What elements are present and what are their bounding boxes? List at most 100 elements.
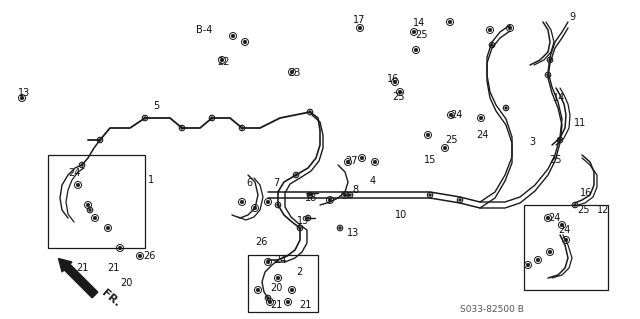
Bar — [248, 255, 318, 312]
Circle shape — [276, 276, 280, 280]
Text: 11: 11 — [574, 118, 586, 128]
Text: 24: 24 — [558, 225, 570, 235]
Text: 25: 25 — [415, 30, 428, 40]
Text: 3: 3 — [529, 137, 535, 147]
Text: 4: 4 — [370, 176, 376, 186]
Circle shape — [268, 300, 272, 304]
Circle shape — [339, 227, 341, 229]
Text: 24: 24 — [274, 255, 286, 265]
Circle shape — [86, 203, 90, 207]
Circle shape — [308, 111, 311, 113]
Circle shape — [398, 90, 402, 94]
Circle shape — [291, 70, 294, 74]
Circle shape — [426, 133, 429, 137]
Circle shape — [412, 30, 416, 34]
Circle shape — [211, 117, 213, 119]
Circle shape — [76, 183, 80, 187]
Circle shape — [256, 288, 260, 292]
Text: 23: 23 — [288, 68, 300, 78]
Circle shape — [564, 238, 568, 242]
Text: 22: 22 — [217, 57, 230, 67]
Circle shape — [491, 44, 493, 46]
Bar — [524, 205, 608, 290]
Circle shape — [89, 209, 92, 211]
Text: 25: 25 — [577, 205, 589, 215]
Text: 27: 27 — [345, 156, 358, 166]
Text: 16: 16 — [387, 74, 399, 84]
Text: 15: 15 — [424, 155, 436, 165]
Circle shape — [299, 227, 301, 229]
Text: 24: 24 — [68, 168, 81, 178]
Text: 12: 12 — [597, 205, 609, 215]
Circle shape — [295, 174, 297, 176]
Text: 5: 5 — [153, 101, 159, 111]
Circle shape — [449, 113, 452, 117]
Circle shape — [118, 246, 122, 250]
Text: 9: 9 — [569, 12, 575, 22]
Circle shape — [349, 194, 351, 196]
Circle shape — [99, 139, 101, 141]
Circle shape — [220, 58, 224, 62]
Circle shape — [505, 107, 508, 109]
Circle shape — [414, 48, 418, 52]
Text: 24: 24 — [476, 130, 488, 140]
Text: 21: 21 — [270, 300, 282, 310]
Circle shape — [276, 204, 279, 206]
Circle shape — [267, 297, 269, 299]
Circle shape — [307, 217, 309, 219]
Circle shape — [346, 160, 349, 164]
Circle shape — [573, 204, 576, 206]
Text: 17: 17 — [353, 15, 365, 25]
Text: 7: 7 — [273, 178, 279, 188]
Text: 2: 2 — [296, 267, 302, 277]
Text: 21: 21 — [107, 263, 120, 273]
Text: 14: 14 — [553, 93, 565, 103]
Text: 25: 25 — [392, 92, 404, 102]
Circle shape — [373, 160, 377, 164]
Circle shape — [20, 96, 24, 100]
Text: 26: 26 — [255, 237, 268, 247]
Text: 19: 19 — [297, 216, 309, 226]
Text: 8: 8 — [352, 185, 358, 195]
Circle shape — [243, 40, 247, 44]
Circle shape — [444, 146, 447, 150]
Text: 21: 21 — [76, 263, 88, 273]
Circle shape — [241, 127, 243, 129]
Text: 14: 14 — [413, 18, 425, 28]
Text: 16: 16 — [580, 188, 592, 198]
Text: S033-82500 B: S033-82500 B — [460, 305, 524, 314]
Circle shape — [93, 216, 97, 220]
Circle shape — [548, 59, 551, 61]
Text: 25: 25 — [549, 155, 561, 165]
Bar — [48, 155, 145, 248]
Text: B-4: B-4 — [196, 25, 212, 35]
Text: 18: 18 — [305, 193, 317, 203]
Text: 20: 20 — [120, 278, 132, 288]
Circle shape — [393, 80, 397, 84]
Circle shape — [536, 258, 540, 262]
Circle shape — [253, 206, 257, 210]
Text: 21: 21 — [299, 300, 312, 310]
Text: 13: 13 — [347, 228, 359, 238]
Circle shape — [548, 250, 552, 254]
Circle shape — [508, 26, 512, 30]
Text: 25: 25 — [445, 135, 458, 145]
Circle shape — [526, 263, 530, 267]
Text: 10: 10 — [395, 210, 407, 220]
Text: FR.: FR. — [100, 288, 122, 309]
Text: 6: 6 — [246, 178, 252, 188]
Text: 24: 24 — [450, 110, 462, 120]
Circle shape — [138, 254, 141, 258]
Circle shape — [560, 223, 564, 227]
Circle shape — [308, 194, 311, 196]
Circle shape — [81, 164, 83, 166]
FancyArrow shape — [58, 258, 98, 298]
Circle shape — [106, 226, 109, 230]
Circle shape — [286, 300, 290, 304]
Text: 26: 26 — [143, 251, 156, 261]
Text: 13: 13 — [18, 88, 30, 98]
Circle shape — [547, 74, 549, 76]
Circle shape — [343, 193, 347, 197]
Circle shape — [479, 116, 483, 120]
Circle shape — [266, 200, 269, 204]
